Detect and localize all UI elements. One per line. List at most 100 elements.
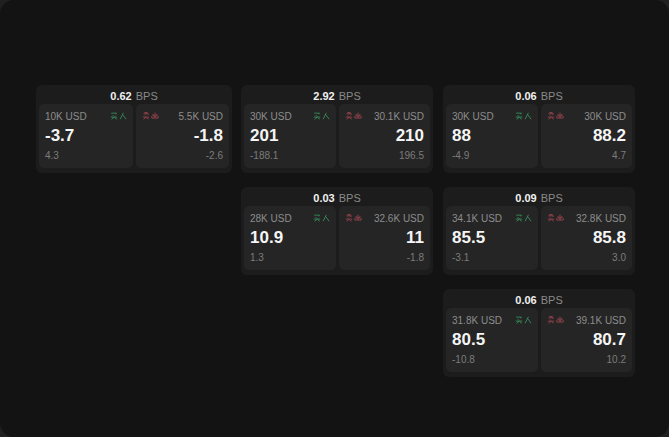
- buy-delta: -3.1: [452, 252, 532, 264]
- quote-panels: 31.8K USD 80.5 -10.8 39.1K USD 80.7 10.2: [446, 308, 632, 372]
- quote-card[interactable]: 0.62 BPS 10K USD -3.7 4.3 5.5K USD: [36, 85, 232, 173]
- cjk-glyph: [556, 112, 564, 120]
- sell-delta: -2.6: [142, 150, 224, 162]
- buy-tag: [313, 214, 330, 222]
- bps-unit-label: BPS: [339, 90, 361, 102]
- buy-panel-top: 30K USD: [250, 111, 330, 123]
- cjk-glyph: [515, 316, 523, 324]
- sell-notional: 30.1K USD: [374, 111, 424, 123]
- buy-notional: 34.1K USD: [452, 213, 502, 225]
- card-header: 0.09 BPS: [446, 190, 632, 206]
- buy-delta: -4.9: [452, 150, 532, 162]
- buy-price: 88: [452, 126, 532, 146]
- card-header: 0.62 BPS: [39, 88, 229, 104]
- quote-card[interactable]: 0.06 BPS 31.8K USD 80.5 -10.8 39.1K USD: [443, 289, 635, 377]
- sell-notional: 32.8K USD: [576, 213, 626, 225]
- buy-tag: [515, 214, 532, 222]
- sell-panel[interactable]: 5.5K USD -1.8 -2.6: [136, 104, 230, 168]
- sell-price: 85.8: [547, 228, 627, 248]
- buy-panel[interactable]: 31.8K USD 80.5 -10.8: [446, 308, 538, 372]
- buy-notional: 30K USD: [250, 111, 292, 123]
- buy-delta: -188.1: [250, 150, 330, 162]
- card-header: 0.06 BPS: [446, 292, 632, 308]
- buy-panel-top: 28K USD: [250, 213, 330, 225]
- bps-value: 0.03: [313, 192, 334, 204]
- sell-tag: [142, 112, 159, 120]
- buy-price: 85.5: [452, 228, 532, 248]
- bps-value: 0.06: [515, 294, 536, 306]
- quote-card[interactable]: 0.03 BPS 28K USD 10.9 1.3 32.6K USD: [241, 187, 433, 275]
- sell-panel[interactable]: 32.6K USD 11 -1.8: [339, 206, 431, 270]
- sell-notional: 39.1K USD: [576, 315, 626, 327]
- quote-card[interactable]: 0.06 BPS 30K USD 88 -4.9 30K USD: [443, 85, 635, 173]
- sell-tag: [547, 316, 564, 324]
- card-header: 0.03 BPS: [244, 190, 430, 206]
- sell-delta: 4.7: [547, 150, 627, 162]
- sell-notional: 5.5K USD: [179, 111, 223, 123]
- buy-panel[interactable]: 30K USD 201 -188.1: [244, 104, 336, 168]
- sell-panel[interactable]: 32.8K USD 85.8 3.0: [541, 206, 633, 270]
- quote-card[interactable]: 0.09 BPS 34.1K USD 85.5 -3.1 32.8K USD: [443, 187, 635, 275]
- sell-delta: 10.2: [547, 354, 627, 366]
- sell-price: 210: [345, 126, 425, 146]
- cjk-glyph: [119, 112, 127, 120]
- sell-panel[interactable]: 39.1K USD 80.7 10.2: [541, 308, 633, 372]
- sell-tag: [345, 214, 362, 222]
- buy-panel-top: 10K USD: [45, 111, 127, 123]
- sell-notional: 32.6K USD: [374, 213, 424, 225]
- cjk-glyph: [524, 214, 532, 222]
- cjk-glyph: [556, 214, 564, 222]
- buy-panel[interactable]: 30K USD 88 -4.9: [446, 104, 538, 168]
- buy-tag: [110, 112, 127, 120]
- sell-price: 88.2: [547, 126, 627, 146]
- sell-panel-top: 30.1K USD: [345, 111, 425, 123]
- cjk-glyph: [524, 112, 532, 120]
- cjk-glyph: [524, 316, 532, 324]
- buy-panel-top: 34.1K USD: [452, 213, 532, 225]
- buy-delta: 4.3: [45, 150, 127, 162]
- sell-price: -1.8: [142, 126, 224, 146]
- buy-notional: 30K USD: [452, 111, 494, 123]
- cjk-glyph: [547, 214, 555, 222]
- quote-panels: 34.1K USD 85.5 -3.1 32.8K USD 85.8 3.0: [446, 206, 632, 270]
- buy-panel[interactable]: 34.1K USD 85.5 -3.1: [446, 206, 538, 270]
- buy-tag: [313, 112, 330, 120]
- bps-value: 0.06: [515, 90, 536, 102]
- cjk-glyph: [345, 112, 353, 120]
- sell-delta: -1.8: [345, 252, 425, 264]
- buy-tag: [515, 316, 532, 324]
- buy-panel[interactable]: 28K USD 10.9 1.3: [244, 206, 336, 270]
- sell-panel[interactable]: 30.1K USD 210 196.5: [339, 104, 431, 168]
- sell-panel[interactable]: 30K USD 88.2 4.7: [541, 104, 633, 168]
- sell-tag: [547, 112, 564, 120]
- sell-panel-top: 32.6K USD: [345, 213, 425, 225]
- buy-price: 201: [250, 126, 330, 146]
- sell-panel-top: 32.8K USD: [547, 213, 627, 225]
- quote-panels: 28K USD 10.9 1.3 32.6K USD 11 -1.8: [244, 206, 430, 270]
- card-header: 2.92 BPS: [244, 88, 430, 104]
- buy-notional: 10K USD: [45, 111, 87, 123]
- buy-tag: [515, 112, 532, 120]
- cjk-glyph: [110, 112, 118, 120]
- sell-notional: 30K USD: [584, 111, 626, 123]
- bps-unit-label: BPS: [541, 90, 563, 102]
- sell-tag: [547, 214, 564, 222]
- bps-value: 0.09: [515, 192, 536, 204]
- sell-panel-top: 39.1K USD: [547, 315, 627, 327]
- buy-notional: 31.8K USD: [452, 315, 502, 327]
- cjk-glyph: [354, 112, 362, 120]
- bps-unit-label: BPS: [136, 90, 158, 102]
- cjk-glyph: [547, 316, 555, 324]
- buy-panel-top: 30K USD: [452, 111, 532, 123]
- cjk-glyph: [151, 112, 159, 120]
- quote-card[interactable]: 2.92 BPS 30K USD 201 -188.1 30.1K USD: [241, 85, 433, 173]
- bps-value: 0.62: [110, 90, 131, 102]
- cjk-glyph: [322, 112, 330, 120]
- buy-panel[interactable]: 10K USD -3.7 4.3: [39, 104, 133, 168]
- bps-unit-label: BPS: [541, 294, 563, 306]
- cjk-glyph: [313, 214, 321, 222]
- quotes-dashboard: 0.62 BPS 10K USD -3.7 4.3 5.5K USD: [0, 0, 669, 437]
- buy-notional: 28K USD: [250, 213, 292, 225]
- buy-panel-top: 31.8K USD: [452, 315, 532, 327]
- quote-panels: 10K USD -3.7 4.3 5.5K USD -1.8 -2.6: [39, 104, 229, 168]
